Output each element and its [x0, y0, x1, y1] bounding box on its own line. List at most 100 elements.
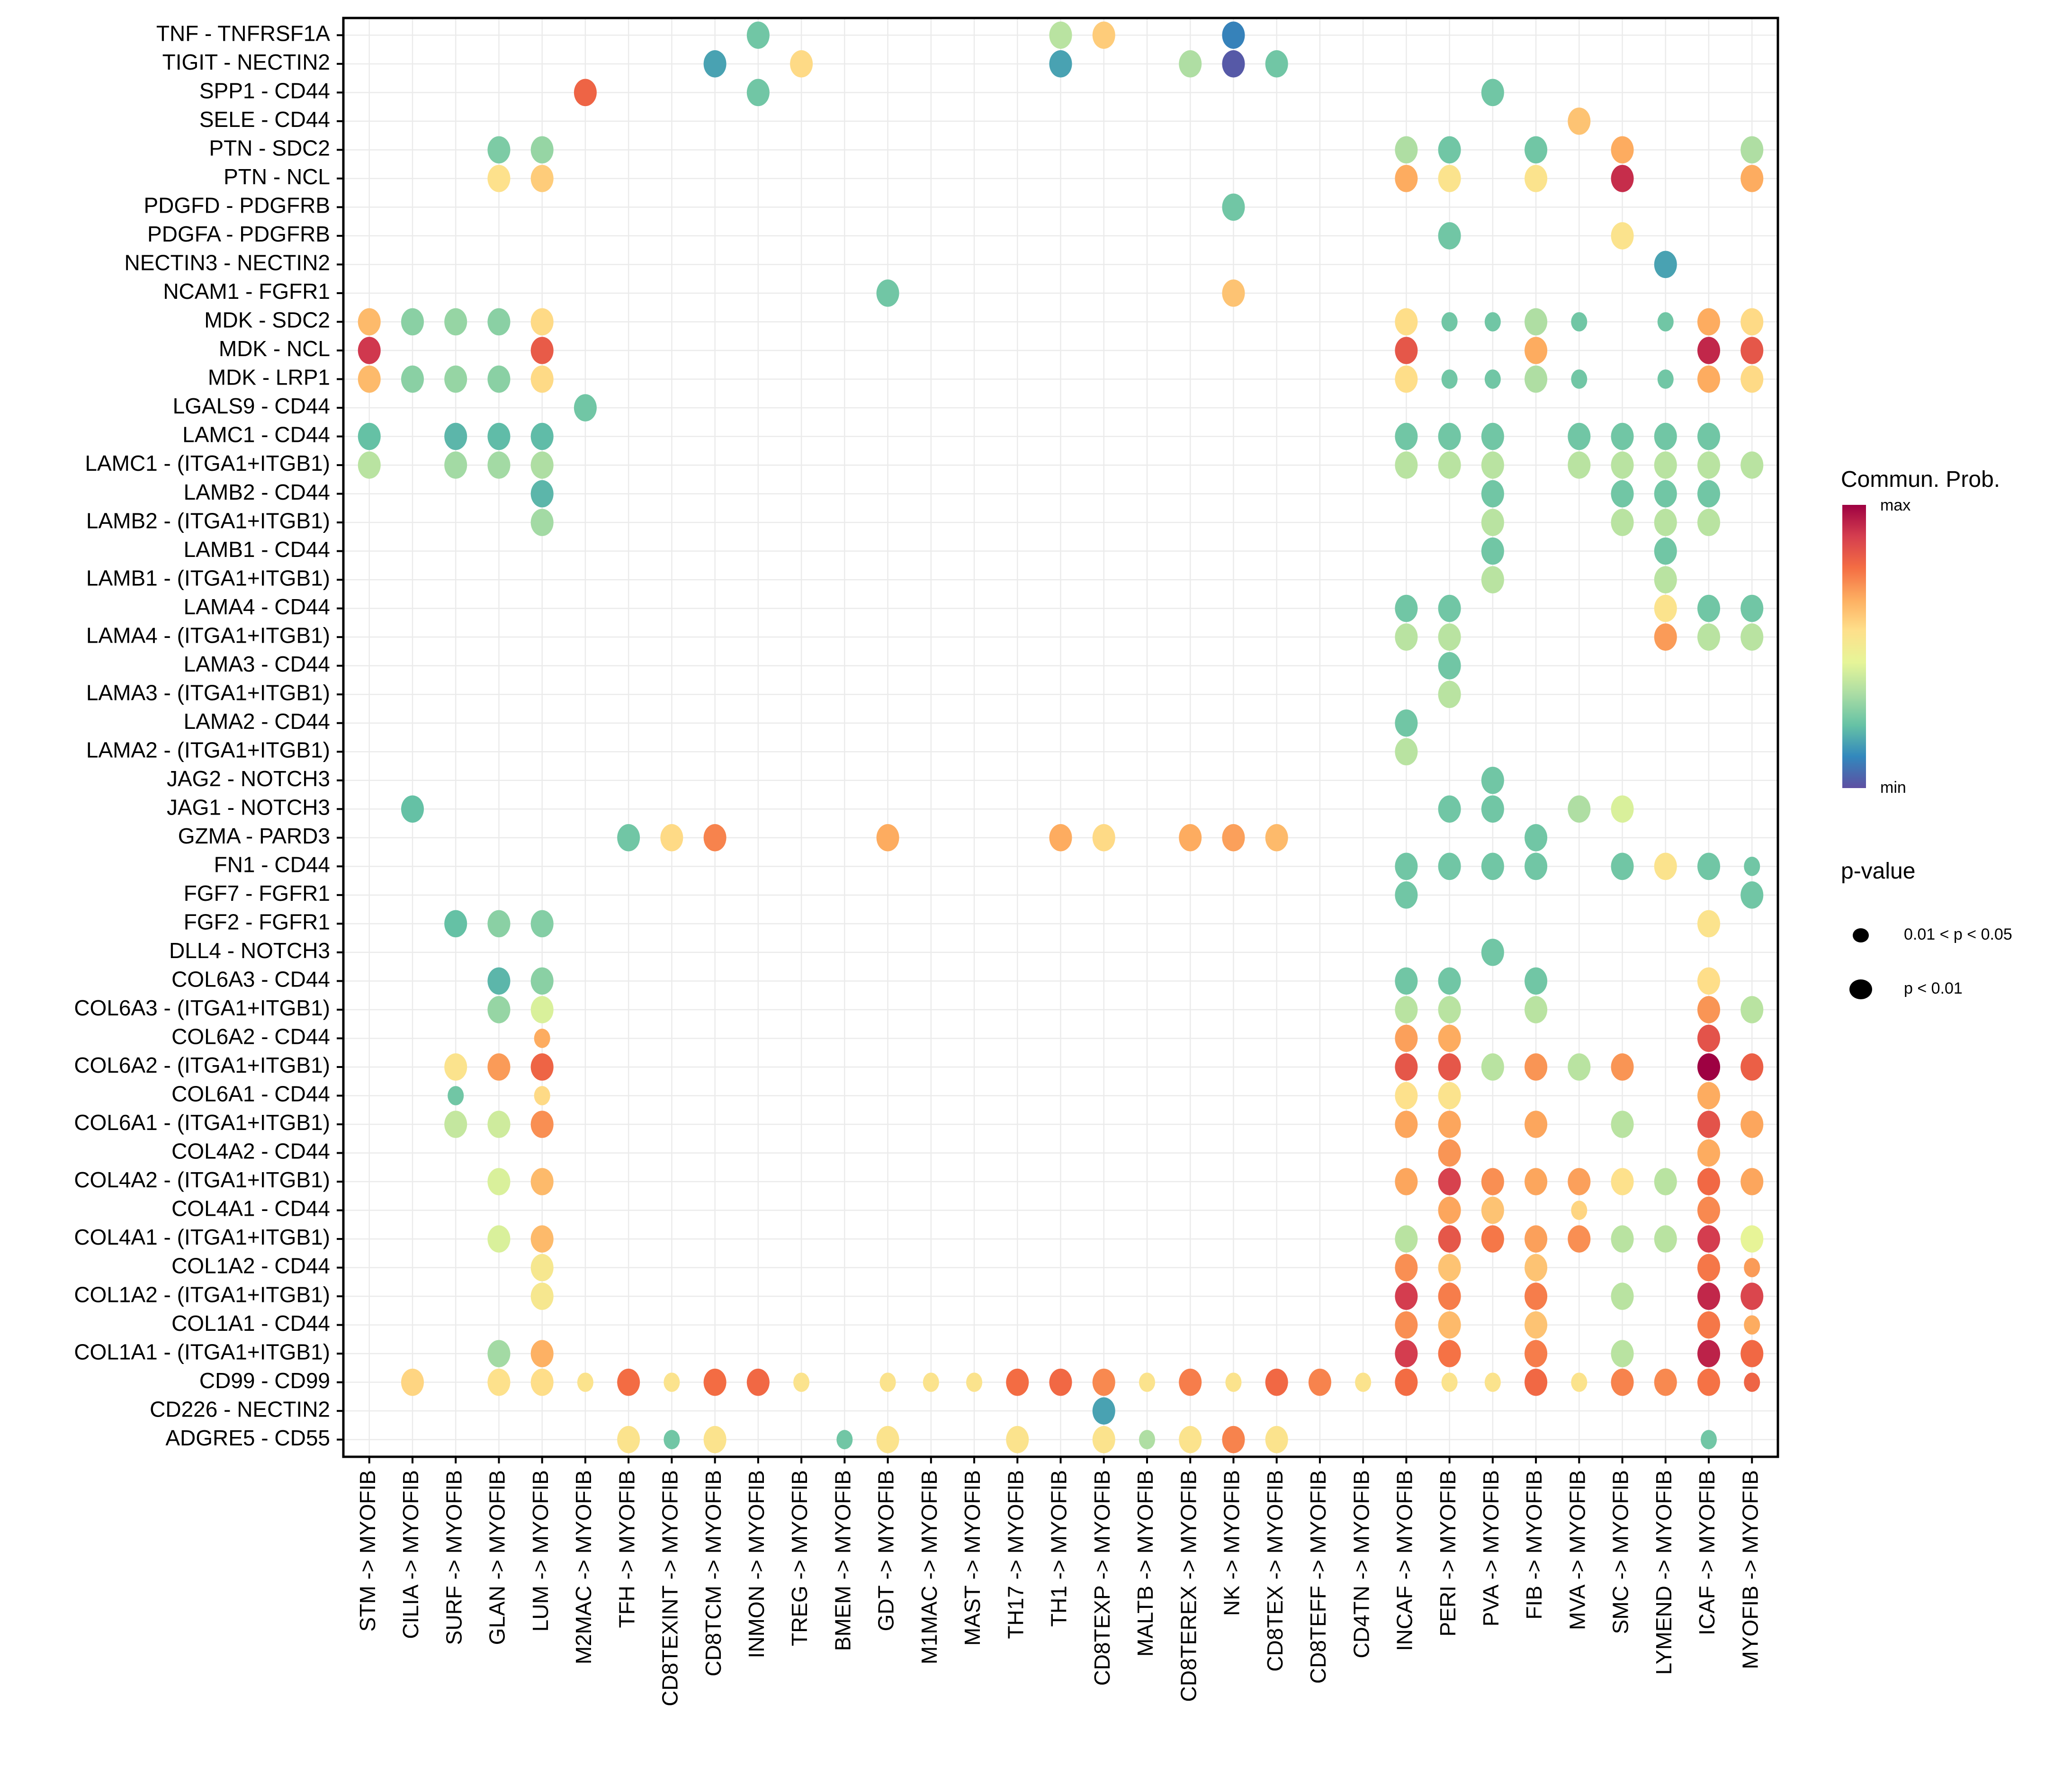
- dot-point: [1395, 1168, 1418, 1195]
- y-tick-label: ADGRE5 - CD55: [165, 1426, 330, 1450]
- dot-point: [1049, 21, 1072, 49]
- dot-point: [1265, 50, 1288, 78]
- dot-point: [1441, 312, 1458, 332]
- dot-point: [530, 165, 554, 192]
- dot-point: [1654, 1368, 1677, 1396]
- dot-point: [1222, 1426, 1245, 1453]
- dot-point: [487, 365, 511, 393]
- dot-point: [1438, 1053, 1461, 1081]
- dot-point: [1395, 1225, 1418, 1253]
- x-tick-label: GLAN -> MYOFIB: [485, 1470, 510, 1645]
- x-tick-label: SMC -> MYOFIB: [1608, 1470, 1633, 1634]
- dot-point: [1697, 1024, 1721, 1052]
- x-tick-label: CD4TN -> MYOFIB: [1349, 1470, 1373, 1658]
- dot-point: [1697, 1311, 1721, 1339]
- dot-point: [530, 136, 554, 164]
- dot-point: [617, 824, 640, 852]
- dot-point: [1697, 1254, 1721, 1282]
- dot-point: [1438, 1311, 1461, 1339]
- y-tick-label: PDGFD - PDGFRB: [144, 193, 330, 218]
- dot-point: [1740, 881, 1764, 909]
- y-tick-label: TNF - TNFRSF1A: [156, 21, 330, 45]
- dot-point: [1525, 1368, 1548, 1396]
- dot-point: [534, 1086, 550, 1105]
- dot-point: [1654, 537, 1677, 565]
- x-tick-label: MALTB -> MYOFIB: [1133, 1470, 1157, 1657]
- dot-point: [1395, 852, 1418, 880]
- dot-point: [1697, 852, 1721, 880]
- dot-point: [574, 79, 597, 107]
- y-tick-label: FN1 - CD44: [214, 852, 330, 877]
- dot-point: [1744, 1372, 1760, 1392]
- dot-point: [444, 308, 467, 336]
- x-tick-label: CD8TEXP -> MYOFIB: [1090, 1470, 1114, 1686]
- dot-point: [530, 480, 554, 508]
- dot-point: [530, 1168, 554, 1195]
- dot-point: [1740, 623, 1764, 651]
- dot-point: [530, 337, 554, 364]
- dot-point: [574, 394, 597, 422]
- x-tick-label: INMON -> MYOFIB: [744, 1470, 769, 1658]
- dot-point: [1697, 337, 1721, 364]
- y-tick-label: LAMA3 - (ITGA1+ITGB1): [86, 680, 330, 705]
- y-tick-label: FGF7 - FGFR1: [184, 881, 330, 906]
- dot-point: [1525, 337, 1548, 364]
- dot-point: [1568, 795, 1591, 823]
- dot-point: [1092, 21, 1115, 49]
- dot-point: [836, 1430, 853, 1450]
- x-tick-label: M1MAC -> MYOFIB: [917, 1470, 942, 1664]
- dot-point: [444, 1053, 467, 1081]
- y-tick-label: COL1A2 - CD44: [171, 1254, 330, 1278]
- y-tick-label: COL1A1 - (ITGA1+ITGB1): [74, 1339, 330, 1364]
- dot-point: [1697, 996, 1721, 1023]
- x-tick-label: CD8TCM -> MYOFIB: [701, 1470, 726, 1677]
- y-tick-label: LAMA4 - (ITGA1+ITGB1): [86, 623, 330, 647]
- dot-point: [1571, 1372, 1588, 1392]
- dot-point: [358, 308, 381, 336]
- dot-point: [1525, 1311, 1548, 1339]
- dot-point: [530, 422, 554, 450]
- dot-point: [444, 910, 467, 938]
- dot-point: [1525, 165, 1548, 192]
- dot-point: [1441, 1372, 1458, 1392]
- dot-point: [1654, 594, 1677, 622]
- dot-point: [1438, 136, 1461, 164]
- dot-point: [1611, 422, 1634, 450]
- dot-point: [1657, 369, 1674, 389]
- y-tick-label: LAMB1 - CD44: [184, 537, 330, 562]
- y-tick-label: FGF2 - FGFR1: [184, 910, 330, 934]
- dot-point: [1611, 1283, 1634, 1310]
- y-tick-label: SELE - CD44: [199, 107, 330, 132]
- dot-point: [1006, 1368, 1029, 1396]
- dot-point: [1395, 1111, 1418, 1138]
- dot-point: [1654, 422, 1677, 450]
- dot-point: [1438, 852, 1461, 880]
- dot-point: [1657, 312, 1674, 332]
- dot-point: [1525, 996, 1548, 1023]
- dot-point: [1740, 1225, 1764, 1253]
- x-tick-label: M2MAC -> MYOFIB: [571, 1470, 596, 1664]
- y-tick-label: PDGFA - PDGFRB: [147, 222, 330, 246]
- dot-point: [358, 422, 381, 450]
- x-tick-label: MVA -> MYOFIB: [1565, 1470, 1589, 1630]
- dot-point: [1654, 566, 1677, 593]
- dot-point: [1697, 422, 1721, 450]
- dot-point: [1744, 1315, 1760, 1335]
- dot-point: [1654, 1168, 1677, 1195]
- dot-point: [703, 50, 727, 78]
- y-tick-label: SPP1 - CD44: [199, 79, 330, 103]
- grid: [343, 18, 1778, 1457]
- y-tick-label: COL6A3 - (ITGA1+ITGB1): [74, 996, 330, 1020]
- dot-point: [1438, 222, 1461, 250]
- dot-point: [358, 451, 381, 479]
- dot-point: [1395, 967, 1418, 995]
- y-tick-label: LAMA3 - CD44: [184, 652, 330, 676]
- dot-point: [1438, 422, 1461, 450]
- dot-point: [1525, 1111, 1548, 1138]
- dot-point: [1697, 480, 1721, 508]
- dot-point: [1481, 422, 1504, 450]
- dot-point: [1395, 709, 1418, 737]
- x-tick-label: TFH -> MYOFIB: [614, 1470, 639, 1628]
- dot-point: [1654, 251, 1677, 278]
- dot-point: [1697, 1082, 1721, 1110]
